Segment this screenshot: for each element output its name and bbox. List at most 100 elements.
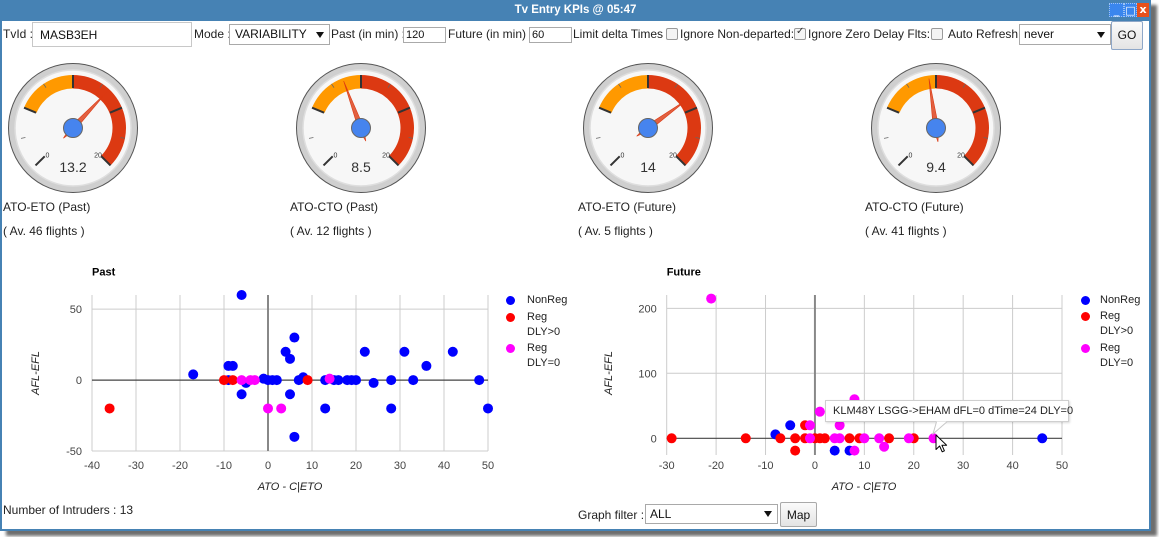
maximize-icon: □	[1125, 4, 1136, 17]
data-point[interactable]	[483, 403, 493, 414]
auto-refresh-select-value: never	[1024, 27, 1055, 41]
data-point[interactable]	[236, 375, 247, 386]
gauge-title: ATO-ETO (Future)	[578, 200, 677, 214]
data-point[interactable]	[790, 433, 801, 444]
gauge-minor-tick	[43, 83, 47, 88]
data-point[interactable]	[285, 389, 295, 400]
tvid-input[interactable]	[32, 22, 192, 47]
future-minutes-input[interactable]	[529, 27, 572, 43]
close-button[interactable]: x	[1137, 3, 1149, 17]
x-axis-title: ATO - C|ETO	[831, 481, 897, 493]
data-point[interactable]	[834, 420, 845, 431]
data-point[interactable]	[227, 360, 238, 371]
legend-label-nonreg[interactable]: NonReg	[1100, 294, 1141, 306]
data-point[interactable]	[289, 332, 300, 343]
data-point[interactable]	[1037, 433, 1048, 444]
legend-label-reg-dly-zero[interactable]: Reg DLY=0	[1100, 341, 1133, 371]
gauge-max-label: 20	[94, 153, 102, 160]
x-tick-label: 10	[306, 460, 318, 472]
data-point[interactable]	[844, 433, 855, 444]
data-point[interactable]	[249, 375, 260, 386]
auto-refresh-select[interactable]: never	[1019, 24, 1111, 45]
data-point[interactable]	[359, 346, 370, 357]
ignore-zero-delay-checkbox[interactable]	[931, 28, 943, 40]
gauge-minor-tick	[99, 83, 103, 88]
data-point[interactable]	[804, 433, 815, 444]
y-tick-label: 200	[638, 303, 656, 315]
data-point[interactable]	[740, 433, 751, 444]
data-point[interactable]	[320, 403, 331, 414]
map-button[interactable]: Map	[780, 502, 817, 527]
data-point[interactable]	[804, 420, 815, 431]
data-point[interactable]	[324, 373, 335, 384]
data-point[interactable]	[333, 375, 344, 386]
data-point[interactable]	[819, 433, 830, 444]
data-point[interactable]	[859, 433, 870, 444]
data-point[interactable]	[874, 433, 885, 444]
data-point[interactable]	[302, 375, 313, 386]
legend-marker-icon	[505, 295, 515, 305]
data-point[interactable]	[474, 375, 485, 386]
data-point[interactable]	[408, 375, 419, 386]
data-point[interactable]	[903, 433, 914, 444]
data-point[interactable]	[386, 375, 397, 386]
gauge-flight-count: ( Av. 5 flights )	[578, 224, 653, 238]
data-point[interactable]	[386, 403, 397, 414]
data-point[interactable]	[879, 441, 890, 452]
mode-select-value: VARIABILITY	[235, 27, 307, 41]
legend-label-nonreg[interactable]: NonReg	[527, 293, 568, 306]
legend-line: Reg	[527, 310, 548, 323]
data-point[interactable]	[276, 403, 287, 414]
data-point[interactable]	[834, 433, 845, 444]
legend-label-reg-dly-pos[interactable]: Reg DLY>0	[527, 310, 560, 340]
minimize-button[interactable]: _	[1109, 3, 1124, 17]
data-point[interactable]	[447, 346, 458, 357]
graph-filter-select[interactable]: ALL	[645, 504, 778, 524]
legend-marker-icon	[505, 313, 515, 322]
data-point[interactable]	[829, 445, 840, 456]
data-point[interactable]	[289, 431, 300, 442]
data-point[interactable]	[227, 375, 238, 386]
chart-gridlines	[666, 295, 1063, 455]
data-point[interactable]	[706, 293, 717, 304]
data-point[interactable]	[421, 360, 432, 371]
data-point[interactable]	[351, 375, 361, 386]
data-point[interactable]	[236, 389, 247, 400]
data-point[interactable]	[219, 375, 229, 386]
data-point[interactable]	[775, 433, 786, 444]
data-point[interactable]	[104, 403, 115, 414]
data-point[interactable]	[884, 433, 895, 444]
gauge-needle-hub	[351, 118, 371, 138]
gauge-value: 9.4	[926, 159, 946, 175]
tooltip-tail	[932, 421, 948, 436]
title-bar[interactable]: Tv Entry KPIs @ 05:47 _ □ x	[0, 0, 1151, 21]
data-point[interactable]	[271, 375, 282, 386]
data-point[interactable]	[814, 406, 825, 417]
data-point[interactable]	[399, 346, 410, 357]
go-button[interactable]: GO	[1111, 21, 1143, 50]
data-point[interactable]	[188, 369, 199, 380]
data-point[interactable]	[785, 420, 796, 431]
mode-select[interactable]: VARIABILITY	[229, 24, 330, 45]
data-point[interactable]	[666, 433, 677, 444]
ignore-non-departed-checkbox[interactable]	[794, 26, 806, 40]
data-point[interactable]	[368, 377, 379, 388]
graph-filter-select-value: ALL	[650, 507, 672, 521]
data-point[interactable]	[285, 353, 295, 364]
limit-delta-times-checkbox[interactable]	[666, 28, 678, 40]
gauge-max-label: 20	[669, 153, 677, 160]
data-point[interactable]	[263, 403, 273, 414]
maximize-button[interactable]: □	[1124, 3, 1137, 17]
past-minutes-input[interactable]	[403, 27, 446, 43]
gauge-band	[24, 75, 73, 113]
gauge-major-tick	[34, 155, 46, 167]
legend-label-reg-dly-pos[interactable]: Reg DLY>0	[1100, 309, 1133, 339]
data-point[interactable]	[236, 290, 247, 300]
gauge-major-tick	[311, 106, 325, 114]
data-point[interactable]	[790, 445, 801, 456]
legend-label-reg-dly-zero[interactable]: Reg DLY=0	[527, 341, 560, 371]
legend-marker-icon	[505, 343, 515, 353]
data-point[interactable]	[849, 445, 860, 456]
point-tooltip: KLM48Y LSGG->EHAM dFL=0 dTime=24 DLY=0	[825, 400, 1073, 422]
gauge-min-label: 0	[909, 153, 913, 160]
